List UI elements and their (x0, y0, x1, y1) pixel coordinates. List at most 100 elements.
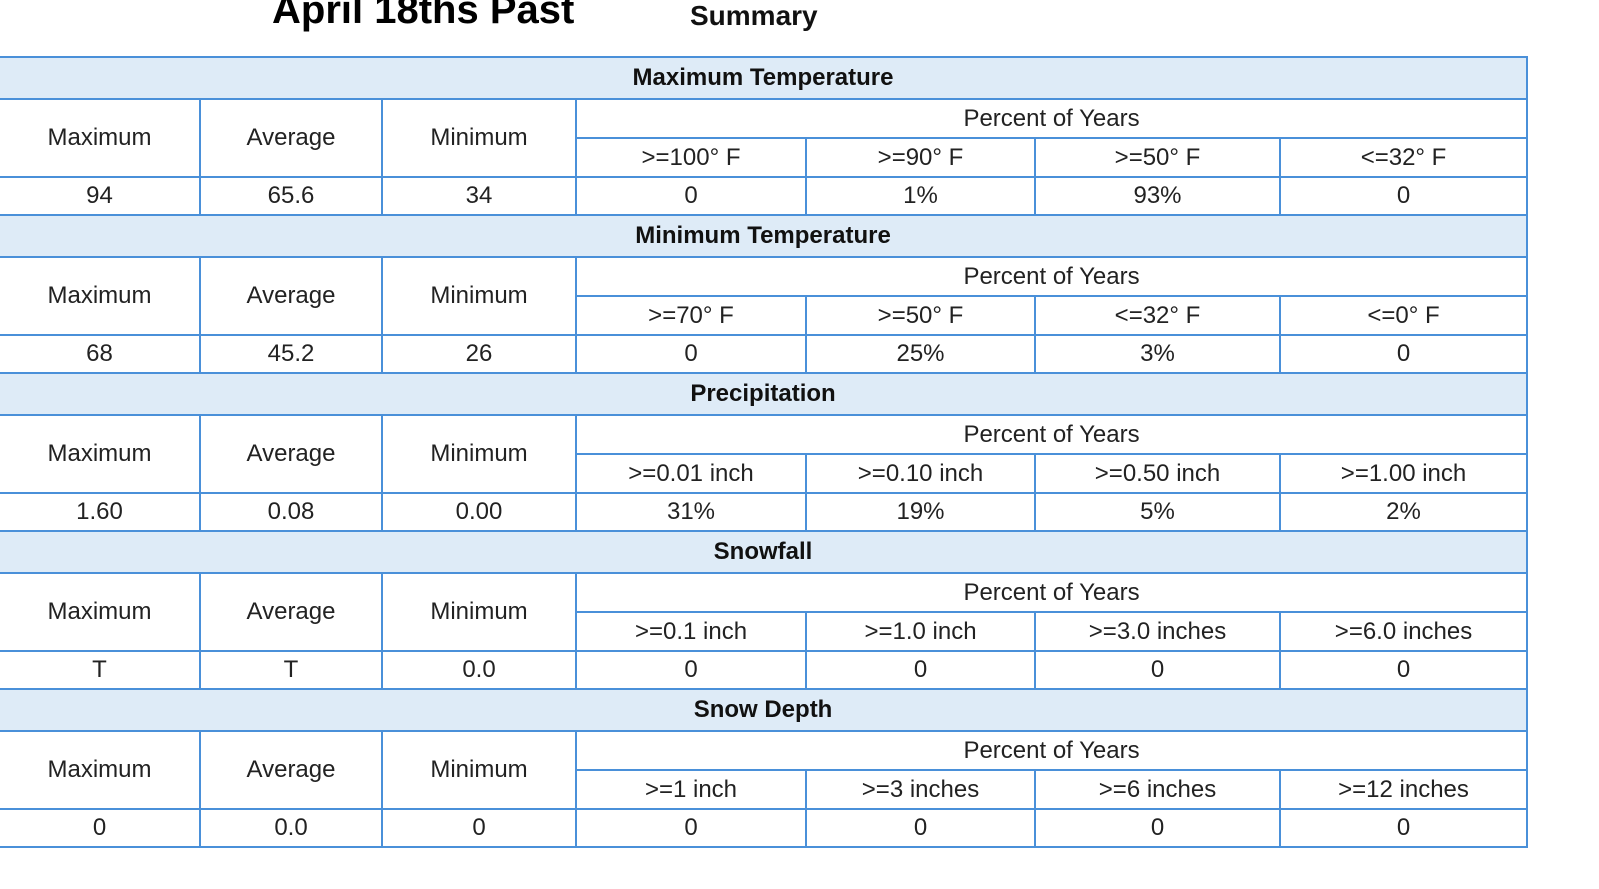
section-header-row: Minimum Temperature (0, 214, 1529, 258)
threshold-label: >=6 inches (1034, 769, 1281, 810)
percent-value: 0 (805, 650, 1036, 690)
section-title: Precipitation (0, 372, 1529, 416)
average-value: T (199, 650, 383, 690)
maximum-value: 0 (0, 808, 201, 848)
threshold-label: >=100° F (575, 137, 807, 178)
page-title: April 18ths Past (272, 0, 575, 32)
col-minimum-label: Minimum (381, 98, 577, 178)
threshold-label: >=12 inches (1278, 769, 1529, 810)
threshold-label: >=0.10 inch (805, 453, 1036, 494)
section-title: Maximum Temperature (0, 56, 1529, 100)
percent-of-years-label: Percent of Years (574, 414, 1529, 455)
col-maximum-label: Maximum (0, 98, 201, 178)
values-row: 0 0.0 0 0 0 0 0 (0, 808, 1529, 848)
page-subtitle: Summary (690, 0, 818, 31)
percent-value: 31% (575, 492, 807, 532)
percent-value: 0 (1278, 176, 1529, 216)
threshold-row: >=0.1 inch >=1.0 inch >=3.0 inches >=6.0 in… (0, 611, 1529, 652)
threshold-label: >=1 inch (575, 769, 807, 810)
values-row: 94 65.6 34 0 1% 93% 0 (0, 176, 1529, 216)
percent-value: 5% (1034, 492, 1281, 532)
threshold-label: >=70° F (575, 295, 807, 336)
climate-summary-table: Maximum Temperature Maximum Average Minimum… (0, 56, 1529, 848)
threshold-label: >=0.1 inch (575, 611, 807, 652)
threshold-label: >=0.01 inch (575, 453, 807, 494)
percent-value: 0 (805, 808, 1036, 848)
column-header-row: Maximum Average Minimum Percent of Years (0, 98, 1529, 178)
threshold-label: >=50° F (805, 295, 1036, 336)
percent-of-years-label: Percent of Years (574, 572, 1529, 613)
section-header-row: Maximum Temperature (0, 56, 1529, 100)
maximum-value: T (0, 650, 201, 690)
percent-of-years-label: Percent of Years (574, 256, 1529, 297)
average-value: 65.6 (199, 176, 383, 216)
threshold-label: >=1.00 inch (1278, 453, 1529, 494)
col-maximum-label: Maximum (0, 256, 201, 336)
minimum-value: 0 (381, 808, 577, 848)
percent-of-years-label: Percent of Years (574, 98, 1529, 139)
percent-value: 2% (1278, 492, 1529, 532)
col-minimum-label: Minimum (381, 414, 577, 494)
threshold-label: >=50° F (1034, 137, 1281, 178)
threshold-label: >=90° F (805, 137, 1036, 178)
col-average-label: Average (199, 572, 383, 652)
percent-value: 93% (1034, 176, 1281, 216)
section-header-row: Precipitation (0, 372, 1529, 416)
percent-value: 3% (1034, 334, 1281, 374)
minimum-value: 34 (381, 176, 577, 216)
percent-of-years-label: Percent of Years (574, 730, 1529, 771)
percent-value: 0 (575, 808, 807, 848)
section-header-row: Snow Depth (0, 688, 1529, 732)
average-value: 0.08 (199, 492, 383, 532)
percent-value: 0 (575, 176, 807, 216)
minimum-value: 0.0 (381, 650, 577, 690)
threshold-row: >=70° F >=50° F <=32° F <=0° F (0, 295, 1529, 336)
col-maximum-label: Maximum (0, 572, 201, 652)
values-row: 68 45.2 26 0 25% 3% 0 (0, 334, 1529, 374)
column-header-row: Maximum Average Minimum Percent of Years (0, 414, 1529, 494)
percent-value: 25% (805, 334, 1036, 374)
values-row: T T 0.0 0 0 0 0 (0, 650, 1529, 690)
maximum-value: 68 (0, 334, 201, 374)
threshold-row: >=100° F >=90° F >=50° F <=32° F (0, 137, 1529, 178)
col-average-label: Average (199, 414, 383, 494)
col-maximum-label: Maximum (0, 730, 201, 810)
average-value: 0.0 (199, 808, 383, 848)
percent-value: 0 (1278, 808, 1529, 848)
minimum-value: 0.00 (381, 492, 577, 532)
threshold-label: >=6.0 inches (1278, 611, 1529, 652)
column-header-row: Maximum Average Minimum Percent of Years (0, 572, 1529, 652)
threshold-label: <=0° F (1278, 295, 1529, 336)
percent-value: 0 (1034, 808, 1281, 848)
col-maximum-label: Maximum (0, 414, 201, 494)
threshold-label: >=0.50 inch (1034, 453, 1281, 494)
threshold-label: >=3.0 inches (1034, 611, 1281, 652)
col-average-label: Average (199, 256, 383, 336)
values-row: 1.60 0.08 0.00 31% 19% 5% 2% (0, 492, 1529, 532)
percent-value: 0 (575, 650, 807, 690)
col-minimum-label: Minimum (381, 572, 577, 652)
column-header-row: Maximum Average Minimum Percent of Years (0, 730, 1529, 810)
col-minimum-label: Minimum (381, 256, 577, 336)
minimum-value: 26 (381, 334, 577, 374)
threshold-label: >=3 inches (805, 769, 1036, 810)
percent-value: 0 (1034, 650, 1281, 690)
percent-value: 1% (805, 176, 1036, 216)
percent-value: 19% (805, 492, 1036, 532)
threshold-label: <=32° F (1278, 137, 1529, 178)
column-header-row: Maximum Average Minimum Percent of Years (0, 256, 1529, 336)
maximum-value: 1.60 (0, 492, 201, 532)
col-minimum-label: Minimum (381, 730, 577, 810)
threshold-label: >=1.0 inch (805, 611, 1036, 652)
col-average-label: Average (199, 730, 383, 810)
percent-value: 0 (1278, 650, 1529, 690)
section-title: Snowfall (0, 530, 1529, 574)
threshold-label: <=32° F (1034, 295, 1281, 336)
threshold-row: >=0.01 inch >=0.10 inch >=0.50 inch >=1.00 … (0, 453, 1529, 494)
average-value: 45.2 (199, 334, 383, 374)
maximum-value: 94 (0, 176, 201, 216)
section-header-row: Snowfall (0, 530, 1529, 574)
col-average-label: Average (199, 98, 383, 178)
section-title: Snow Depth (0, 688, 1529, 732)
threshold-row: >=1 inch >=3 inches >=6 inches >=12 inches (0, 769, 1529, 810)
